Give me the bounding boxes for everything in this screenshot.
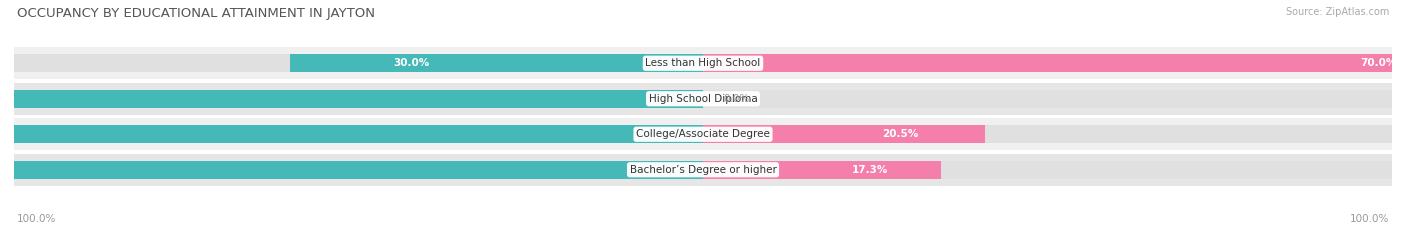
- Text: Less than High School: Less than High School: [645, 58, 761, 68]
- Text: 20.5%: 20.5%: [883, 129, 920, 139]
- Bar: [14, 118, 1392, 150]
- Text: 30.0%: 30.0%: [394, 58, 429, 68]
- Bar: [0, 89, 703, 108]
- Bar: [14, 125, 1392, 144]
- Text: College/Associate Degree: College/Associate Degree: [636, 129, 770, 139]
- Text: 70.0%: 70.0%: [1360, 58, 1396, 68]
- Bar: [703, 125, 986, 144]
- Bar: [0, 161, 703, 179]
- Bar: [0, 125, 703, 144]
- Bar: [14, 154, 1392, 186]
- Bar: [14, 161, 1392, 179]
- Bar: [14, 89, 1392, 108]
- Bar: [14, 47, 1392, 79]
- Bar: [290, 54, 703, 72]
- Text: 0.0%: 0.0%: [724, 94, 749, 104]
- Text: Source: ZipAtlas.com: Source: ZipAtlas.com: [1285, 7, 1389, 17]
- Text: Bachelor’s Degree or higher: Bachelor’s Degree or higher: [630, 165, 776, 175]
- Text: 100.0%: 100.0%: [1350, 214, 1389, 224]
- Text: High School Diploma: High School Diploma: [648, 94, 758, 104]
- Text: 17.3%: 17.3%: [852, 165, 889, 175]
- Bar: [14, 83, 1392, 115]
- Bar: [703, 161, 942, 179]
- Bar: [703, 54, 1406, 72]
- Text: 100.0%: 100.0%: [17, 214, 56, 224]
- Text: OCCUPANCY BY EDUCATIONAL ATTAINMENT IN JAYTON: OCCUPANCY BY EDUCATIONAL ATTAINMENT IN J…: [17, 7, 375, 20]
- Bar: [14, 54, 1392, 72]
